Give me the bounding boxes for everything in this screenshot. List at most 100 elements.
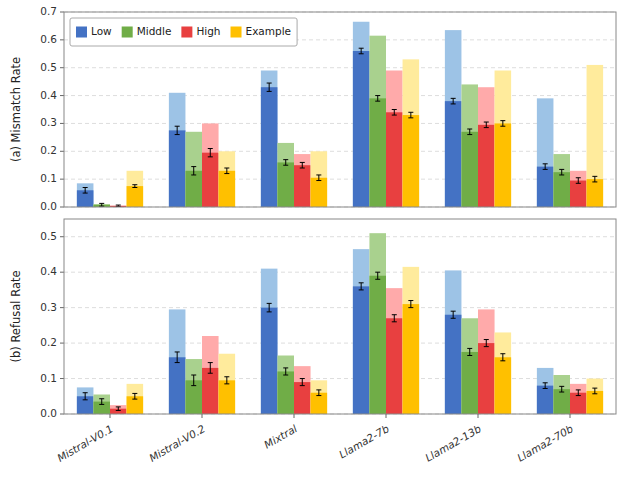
bar (553, 389, 570, 414)
series (93, 36, 570, 207)
y-tick (60, 307, 64, 308)
plot-frame (64, 219, 616, 414)
legend: LowMiddleHighExample (70, 18, 297, 46)
error-bar (99, 203, 104, 206)
legend-label: Low (91, 25, 112, 37)
x-tick (570, 414, 571, 418)
grid (64, 12, 616, 207)
legend-label: Middle (137, 25, 172, 37)
error-bar (316, 175, 321, 181)
error-bar (191, 375, 196, 386)
y-tick (60, 414, 64, 415)
error-bar (191, 167, 196, 175)
background-bar (369, 233, 386, 414)
error-bar (576, 390, 581, 396)
x-axis: Mistral-V0.1Mistral-V0.2MixtralLlama2-7b… (55, 414, 575, 464)
bar (403, 115, 420, 207)
bar (353, 286, 370, 414)
background-bar (386, 71, 403, 208)
error-bar (484, 122, 489, 128)
background-bar (261, 71, 278, 208)
background-bar (537, 98, 554, 207)
background-bar (553, 154, 570, 207)
error-bar (392, 315, 397, 322)
y-tick (60, 39, 64, 40)
y-tick-label: 0.4 (40, 89, 57, 101)
bar (478, 125, 495, 207)
series (77, 249, 554, 414)
background-bar (495, 71, 512, 208)
y-tick-label: 0.2 (40, 144, 57, 156)
bar (277, 162, 294, 207)
background-bar (553, 375, 570, 414)
background-bar (294, 154, 311, 207)
bar (277, 371, 294, 414)
background-bar (403, 59, 420, 207)
bar (461, 132, 478, 207)
error-bar (267, 83, 272, 91)
y-tick (60, 343, 64, 344)
error-bar (467, 348, 472, 355)
error-bar (175, 352, 180, 363)
error-bar (559, 386, 564, 392)
y-tick (60, 179, 64, 180)
legend-swatch (181, 27, 192, 38)
bar (553, 172, 570, 207)
error-bar (375, 272, 380, 279)
y-axis: 0.00.10.20.30.40.5 (40, 230, 64, 419)
x-tick (294, 414, 295, 418)
background-bar (353, 22, 370, 207)
background-bar (185, 132, 202, 207)
background-bar (478, 309, 495, 414)
error-bar (500, 354, 505, 361)
grid-line (64, 95, 616, 96)
background-bar (386, 288, 403, 414)
y-tick (60, 151, 64, 152)
error-bar (267, 303, 272, 312)
x-tick-label: Mistral-V0.1 (55, 422, 115, 464)
bar (311, 178, 328, 207)
error-bar (283, 160, 288, 166)
bar (369, 98, 386, 207)
error-bar (208, 149, 213, 157)
bar (587, 179, 604, 207)
panel: 0.00.10.20.30.40.5Mistral-V0.1Mistral-V0… (9, 219, 617, 464)
error-bar (543, 383, 548, 389)
plot-frame (64, 12, 616, 207)
y-tick-label: 0.1 (40, 372, 57, 384)
bar (537, 167, 554, 207)
background-bar (77, 387, 94, 414)
background-bar (219, 151, 236, 207)
error-bar (408, 301, 413, 308)
grid-line (64, 343, 616, 344)
y-tick-label: 0.3 (40, 301, 57, 313)
bar (403, 304, 420, 414)
background-bar (202, 123, 219, 207)
y-tick-label: 0.3 (40, 116, 57, 128)
grid-line (64, 123, 616, 124)
series (127, 267, 604, 414)
bar (294, 165, 311, 207)
bar (294, 382, 311, 414)
background-bar (277, 356, 294, 415)
grid-line (64, 307, 616, 308)
bar (495, 123, 512, 207)
background-bar (294, 366, 311, 414)
bar (570, 181, 587, 207)
bars (77, 22, 603, 207)
y-axis-label: (b) Refusal Rate (9, 270, 23, 362)
y-tick-label: 0.0 (40, 200, 57, 212)
legend-swatch (76, 27, 87, 38)
background-bar (570, 171, 587, 207)
x-tick-label: Llama2-7b (337, 422, 392, 460)
background-bar (185, 359, 202, 414)
x-tick-label: Mixtral (262, 422, 299, 450)
grid-line (64, 378, 616, 379)
y-tick (60, 12, 64, 13)
error-bar (316, 390, 321, 396)
bar (587, 391, 604, 414)
background-bar (537, 368, 554, 414)
series (77, 22, 554, 207)
error-bar (592, 388, 597, 394)
y-tick (60, 272, 64, 273)
